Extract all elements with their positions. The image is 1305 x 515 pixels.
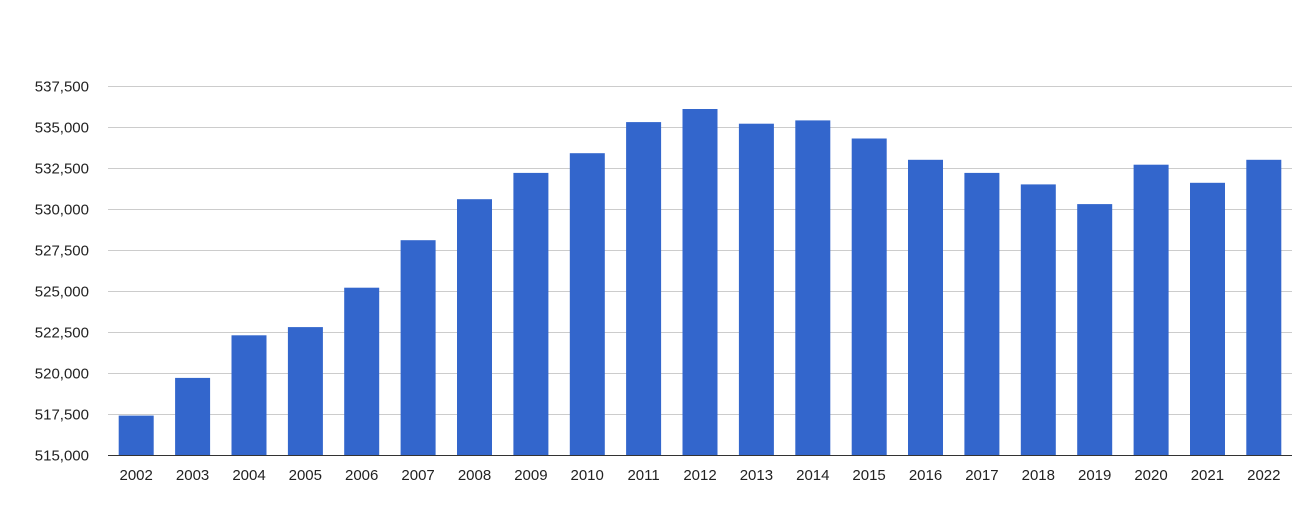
bar-2019[interactable]: [1077, 204, 1113, 455]
bar-2018[interactable]: [1020, 184, 1056, 455]
y-axis-tick-labels: 515,000 517,500 520,000 522,500 525,000 527,5…: [35, 79, 89, 465]
bar-2012[interactable]: [682, 109, 718, 455]
x-tick-label: 2006: [345, 467, 378, 484]
bar-2011[interactable]: [626, 122, 662, 455]
x-tick-label: 2002: [120, 467, 153, 484]
x-tick-label: 2021: [1191, 467, 1224, 484]
bars: [118, 109, 1282, 456]
x-tick-label: 2016: [909, 467, 942, 484]
x-tick-label: 2011: [627, 467, 659, 484]
x-tick-label: 2022: [1247, 467, 1280, 484]
x-tick-label: 2019: [1078, 467, 1111, 484]
bar-2008[interactable]: [457, 199, 492, 455]
bar-2013[interactable]: [738, 123, 774, 455]
x-tick-label: 2005: [289, 467, 322, 484]
bar-2004[interactable]: [231, 335, 267, 455]
bar-2017[interactable]: [964, 172, 1000, 455]
bar-2007[interactable]: [400, 240, 436, 455]
y-tick-label: 532,500: [35, 161, 89, 178]
x-tick-label: 2013: [740, 467, 773, 484]
y-tick-label: 527,500: [35, 243, 89, 260]
bar-2022[interactable]: [1246, 159, 1282, 456]
bar-2002[interactable]: [118, 415, 154, 455]
bar-2005[interactable]: [287, 327, 323, 455]
bar-2015[interactable]: [851, 138, 887, 456]
y-tick-label: 535,000: [35, 120, 89, 137]
y-tick-label: 525,000: [35, 284, 89, 301]
bar-2016[interactable]: [908, 159, 943, 456]
x-tick-label: 2014: [796, 467, 829, 484]
x-tick-label: 2009: [514, 467, 547, 484]
x-tick-label: 2003: [176, 467, 209, 484]
y-tick-label: 522,500: [35, 325, 89, 342]
bar-2014[interactable]: [795, 120, 831, 456]
x-axis-tick-labels: 2002 2003 2004 2005 2006 2007 2008 2009 2010 2011…: [120, 467, 1281, 484]
y-tick-label: 537,500: [35, 79, 89, 96]
x-tick-label: 2004: [232, 467, 265, 484]
bar-2010[interactable]: [569, 153, 605, 455]
x-tick-label: 2018: [1022, 467, 1055, 484]
y-tick-label: 515,000: [35, 448, 89, 465]
y-tick-label: 517,500: [35, 407, 89, 424]
x-tick-label: 2020: [1134, 467, 1167, 484]
x-tick-label: 2008: [458, 467, 491, 484]
x-tick-label: 2015: [852, 467, 885, 484]
bar-2003[interactable]: [175, 377, 211, 455]
y-tick-label: 520,000: [35, 366, 89, 383]
y-tick-label: 530,000: [35, 202, 89, 219]
bar-2009[interactable]: [513, 172, 549, 455]
bar-2006[interactable]: [344, 287, 380, 455]
x-tick-label: 2007: [401, 467, 434, 484]
x-tick-label: 2017: [965, 467, 998, 484]
bar-2021[interactable]: [1190, 182, 1225, 456]
bar-2020[interactable]: [1133, 164, 1169, 455]
x-tick-label: 2010: [571, 467, 604, 484]
x-tick-label: 2012: [683, 467, 716, 484]
